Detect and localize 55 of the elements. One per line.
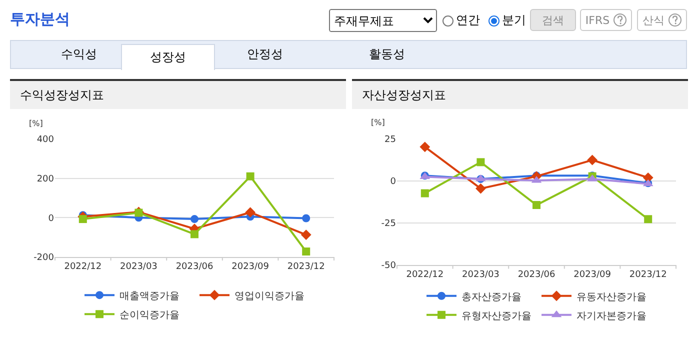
x-tick-label: 2023/03	[120, 262, 158, 272]
point	[300, 230, 312, 240]
x-tick-label: 2023/09	[232, 262, 270, 272]
point	[302, 214, 310, 222]
legend-label: 매출액증가율	[120, 291, 180, 302]
point	[532, 201, 540, 210]
x-tick-label: 2023/03	[462, 270, 500, 280]
point	[245, 207, 256, 218]
y-tick-label: 400	[36, 135, 54, 146]
text: IFRS	[585, 14, 610, 26]
legend-label: 유형자산증가율	[462, 310, 532, 322]
x-tick-label: 2023/06	[518, 270, 556, 280]
point	[644, 215, 652, 224]
point	[587, 154, 598, 166]
point	[476, 158, 485, 166]
y-axis-title: [%]	[371, 118, 385, 127]
text: 검색	[530, 9, 576, 31]
legend-label: 총자산증가율	[462, 292, 522, 303]
y-axis-title: [%]	[29, 119, 43, 128]
x-tick-label: 2023/06	[176, 262, 214, 272]
x-tick-label: 2022/12	[64, 262, 102, 272]
chart-title: 자산성장성지표	[352, 81, 688, 109]
text: 안정성	[246, 46, 284, 63]
y-tick-label: 25	[384, 135, 396, 146]
y-tick-label: -200	[34, 253, 54, 264]
text: 분기	[502, 12, 526, 29]
x-tick-label: 2023/12	[629, 270, 667, 280]
point	[78, 215, 87, 224]
legend-label: 영업이익증가율	[234, 291, 304, 302]
y-tick-label: -25	[381, 219, 396, 230]
point	[420, 142, 430, 152]
x-tick-label: 2023/12	[287, 262, 325, 272]
x-tick-label: 2023/09	[574, 270, 612, 280]
legend-label: 유동자산증가율	[576, 292, 646, 303]
point	[190, 215, 198, 224]
legend-label: 순이익증가율	[120, 310, 180, 321]
chart-title: 수익성장성지표	[10, 81, 346, 109]
text: 투자분석	[10, 10, 70, 29]
y-tick-label: 0	[48, 214, 54, 224]
text: 산식	[642, 12, 664, 28]
text: 활동성	[368, 46, 406, 63]
text: 연간	[456, 12, 480, 29]
point	[302, 247, 310, 256]
point	[420, 189, 429, 198]
y-tick-label: -50	[381, 261, 396, 272]
point	[476, 183, 486, 194]
x-tick-label: 2022/12	[406, 270, 444, 280]
point	[190, 230, 198, 238]
y-tick-label: 0	[390, 177, 396, 188]
text: 수익성	[60, 46, 98, 63]
text: 주재무제표	[329, 9, 437, 32]
legend-label: 자기자본증가율	[576, 310, 646, 322]
y-tick-label: 200	[36, 174, 54, 184]
point	[246, 172, 254, 180]
text: 성장성	[121, 44, 215, 70]
